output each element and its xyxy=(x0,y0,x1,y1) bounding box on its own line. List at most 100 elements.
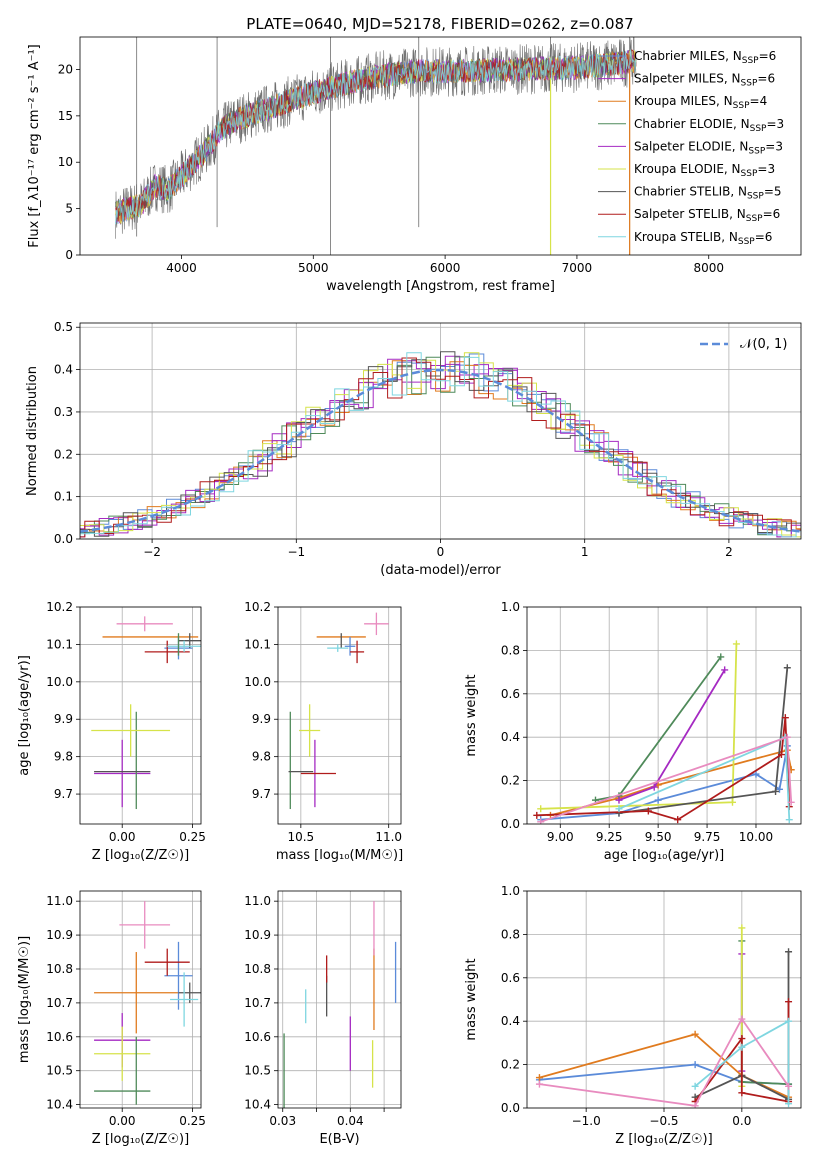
weight-marker xyxy=(537,805,545,813)
axes-frame xyxy=(526,606,802,825)
x-tick-label: 6000 xyxy=(430,261,461,275)
legend-label: Salpeter ELODIE, NSSP=3 xyxy=(634,139,783,156)
x-tick-label: 11.0 xyxy=(375,830,402,844)
x-axis-label: wavelength [Angstrom, rest frame] xyxy=(326,279,555,294)
y-tick-label: 11.0 xyxy=(244,894,271,908)
axes-frame xyxy=(79,36,802,256)
weight-series-line xyxy=(694,1019,790,1104)
y-tick-label: 10.8 xyxy=(244,962,271,976)
y-tick-label: 0.0 xyxy=(54,532,73,546)
y-tick-label: 15 xyxy=(58,109,73,123)
weight-marker xyxy=(732,640,740,648)
weight-marker xyxy=(533,811,541,819)
y-axis-label: Normed distribution xyxy=(25,366,40,496)
weight-lines xyxy=(533,640,795,824)
figure-title: PLATE=0640, MJD=52178, FIBERID=0262, z=0… xyxy=(246,15,633,33)
weight-marker xyxy=(785,1100,793,1108)
y-tick-label: 9.8 xyxy=(252,750,271,764)
errorbars xyxy=(91,616,201,810)
x-tick-label: 9.25 xyxy=(596,830,623,844)
weight-marker xyxy=(738,1035,746,1043)
y-axis-label: Flux [f_λ10⁻¹⁷ erg cm⁻² s⁻¹ A⁻¹] xyxy=(27,44,42,248)
panel-age_weight: 9.00 9.25 9.50 9.75 10.00 0.0 0.2 0.4 0.6 0.8 1.0 a… xyxy=(464,600,802,863)
y-tick-label: 0 xyxy=(65,248,73,262)
panel-z_mass: 0.00 0.25 10.4 10.5 10.6 10.7 10.8 10.9 11.0 Z [l… xyxy=(17,890,206,1147)
y-tick-label: 10.9 xyxy=(46,928,73,942)
x-axis-label: Z [log₁₀(Z/Z☉)] xyxy=(92,848,189,863)
weight-marker xyxy=(615,796,623,804)
y-axis-label: mass weight xyxy=(464,674,479,756)
y-tick-label: 10.0 xyxy=(46,675,73,689)
x-tick-label: −2 xyxy=(143,545,161,559)
axes-frame xyxy=(79,890,202,1109)
weight-marker xyxy=(721,666,729,674)
x-tick-label: 9.00 xyxy=(547,830,574,844)
legend-label: Kroupa MILES, NSSP=4 xyxy=(634,94,767,111)
y-tick-label: 10.5 xyxy=(46,1064,73,1078)
x-axis-label: age [log₁₀(age/yr)] xyxy=(604,848,725,863)
y-tick-label: 10.0 xyxy=(244,675,271,689)
y-tick-label: 10.9 xyxy=(244,928,271,942)
weight-marker xyxy=(738,1015,746,1023)
x-tick-label: 1 xyxy=(581,545,589,559)
y-axis-label: age [log₁₀(age/yr)] xyxy=(17,655,32,776)
y-tick-label: 10.2 xyxy=(46,600,73,614)
y-tick-label: 10.5 xyxy=(244,1064,271,1078)
x-axis-label: Z [log₁₀(Z/Z☉)] xyxy=(92,1132,189,1147)
weight-marker xyxy=(775,785,783,793)
weight-marker xyxy=(772,787,780,795)
x-tick-label: 10.5 xyxy=(287,830,314,844)
y-tick-label: 0.0 xyxy=(501,1101,520,1115)
legend-label: Chabrier ELODIE, NSSP=3 xyxy=(634,117,784,134)
x-tick-label: 8000 xyxy=(693,261,724,275)
weight-series-line xyxy=(539,1033,789,1099)
legend-label: Chabrier STELIB, NSSP=5 xyxy=(634,185,782,202)
y-tick-label: 9.9 xyxy=(54,712,73,726)
y-axis-label: mass weight xyxy=(464,958,479,1040)
y-tick-label: 9.9 xyxy=(252,712,271,726)
weight-marker xyxy=(738,1043,746,1051)
axes-frame xyxy=(277,606,402,825)
weight-marker xyxy=(787,798,795,806)
y-tick-label: 10 xyxy=(58,155,73,169)
weight-marker xyxy=(752,770,760,778)
panel-residuals: −2 −1 0 1 2 0.0 0.1 0.2 0.3 0.4 0.5 (data-model)/er… xyxy=(25,320,802,578)
weight-marker xyxy=(777,751,785,759)
y-tick-label: 0.4 xyxy=(501,1014,520,1028)
x-tick-label: 10.00 xyxy=(739,830,773,844)
weight-marker xyxy=(644,807,652,815)
y-tick-label: 0.4 xyxy=(501,730,520,744)
y-tick-label: 0.8 xyxy=(501,927,520,941)
axes-frame xyxy=(277,890,402,1109)
x-tick-label: 0.00 xyxy=(109,830,136,844)
x-tick-label: 0.00 xyxy=(109,1114,136,1128)
x-tick-label: −0.5 xyxy=(649,1114,678,1128)
legend-label: Kroupa ELODIE, NSSP=3 xyxy=(634,162,775,179)
weight-marker xyxy=(738,924,746,932)
model-spectrum xyxy=(115,48,637,225)
y-tick-label: 0.6 xyxy=(501,971,520,985)
x-tick-label: 0.0 xyxy=(732,1114,751,1128)
weight-marker xyxy=(781,714,789,722)
y-tick-label: 10.6 xyxy=(244,1030,271,1044)
weight-marker xyxy=(785,948,793,956)
y-tick-label: 0.5 xyxy=(54,320,73,334)
x-tick-label: −1.0 xyxy=(572,1114,601,1128)
y-tick-label: 0.3 xyxy=(54,405,73,419)
weight-marker xyxy=(783,664,791,672)
y-tick-label: 1.0 xyxy=(501,600,520,614)
weight-marker xyxy=(783,733,791,741)
x-axis-label: E(B-V) xyxy=(319,1132,359,1147)
y-tick-label: 10.4 xyxy=(46,1098,73,1112)
x-tick-label: 4000 xyxy=(166,261,197,275)
panel-ebv_mass: 0.03 0.04 10.4 10.5 10.6 10.7 10.8 10.9 11.0 E(B-… xyxy=(244,890,402,1147)
weight-marker xyxy=(717,653,725,661)
spectrum-lines xyxy=(115,37,637,255)
panel-z_weight: −1.0 −0.5 0.0 0.0 0.2 0.4 0.6 0.8 1.0 Z [log₁₀(Z/… xyxy=(464,884,802,1147)
y-tick-label: 0.4 xyxy=(54,363,73,377)
y-tick-label: 10.6 xyxy=(46,1030,73,1044)
y-axis-label: mass [log₁₀(M/M☉)] xyxy=(17,936,32,1063)
y-tick-label: 10.7 xyxy=(46,996,73,1010)
y-tick-label: 0.2 xyxy=(501,774,520,788)
